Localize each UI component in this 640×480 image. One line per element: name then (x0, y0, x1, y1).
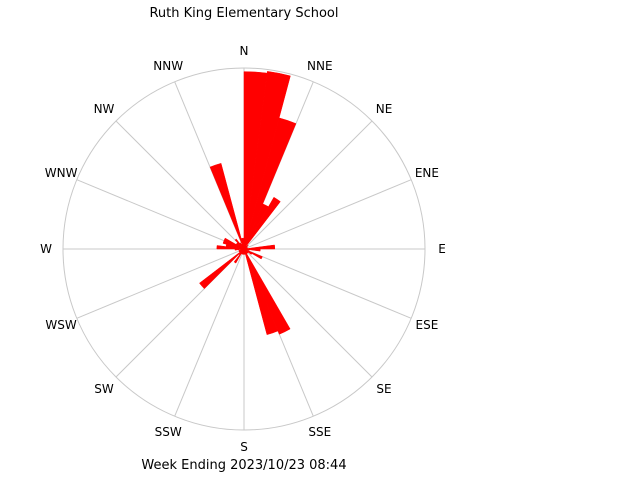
direction-label-sw: SW (94, 382, 114, 396)
grid-spoke-wsw (76, 248, 245, 319)
wind-bar-46 (209, 163, 245, 250)
wind-bar-47 (240, 237, 245, 250)
wind-bar-5 (243, 196, 281, 250)
wind-bar-22 (243, 248, 279, 335)
direction-label-sse: SSE (308, 425, 331, 439)
direction-label-nw: NW (94, 102, 115, 116)
grid-spoke-ese (243, 248, 412, 319)
grid-spoke-ne (243, 120, 373, 250)
grid-spoke-ene (243, 179, 412, 250)
direction-label-wnw: WNW (45, 166, 78, 180)
direction-label-ssw: SSW (155, 425, 182, 439)
direction-label-ne: NE (376, 102, 393, 116)
direction-labels: N NNE NE ENE E ESE SE SSE S SSW SW WSW W WNW NW NNW (40, 44, 446, 454)
grid-spoke-nw (115, 120, 245, 250)
direction-label-n: N (240, 44, 249, 58)
wind-bar-2 (243, 71, 291, 250)
wind-bar-31 (199, 248, 245, 290)
direction-label-nne: NNE (307, 59, 333, 73)
grid-spoke-wnw (76, 179, 245, 250)
direction-label-nnw: NNW (153, 59, 183, 73)
direction-label-w: W (40, 242, 52, 256)
direction-label-ese: ESE (416, 318, 439, 332)
chart-bars (199, 71, 297, 335)
wind-bar-21 (243, 248, 291, 335)
wind-bar-12 (243, 244, 276, 250)
direction-label-wsw: WSW (45, 318, 76, 332)
direction-label-e: E (438, 242, 446, 256)
direction-label-se: SE (376, 382, 391, 396)
direction-label-ene: ENE (415, 166, 439, 180)
direction-label-s: S (240, 440, 248, 454)
chart-title: Ruth King Elementary School (149, 6, 339, 21)
chart-subtitle: Week Ending 2023/10/23 08:44 (141, 458, 347, 473)
grid-spoke-se (243, 248, 373, 378)
grid-spoke-ssw (174, 248, 245, 417)
wind-bar-3 (243, 117, 297, 250)
